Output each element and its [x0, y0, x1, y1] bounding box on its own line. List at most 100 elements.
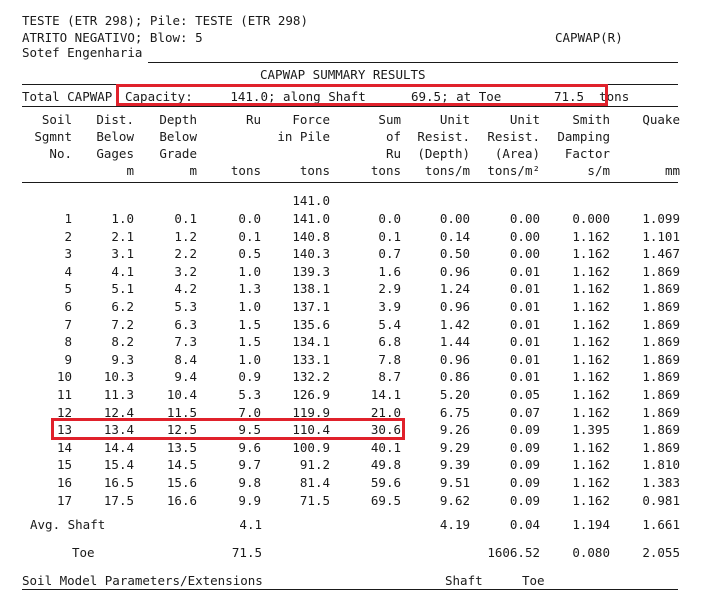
table-cell: 1.44 [439, 334, 470, 349]
column-header-9-line-2: Damping [557, 129, 610, 144]
table-cell: 1.869 [642, 281, 680, 296]
table-cell: 12 [56, 405, 72, 420]
table-cell: 1.162 [572, 317, 610, 332]
table-cell: 16.5 [103, 475, 134, 490]
table-cell: 0.7 [378, 246, 401, 261]
table-cell: 5.3 [238, 387, 261, 402]
table-cell: 1.395 [572, 422, 610, 437]
avg-shaft-unit-area: 0.04 [509, 517, 540, 532]
column-header-5-line-2: in Pile [277, 129, 330, 144]
table-cell: 1.869 [642, 334, 680, 349]
table-cell: 5.3 [174, 299, 197, 314]
table-cell: 14.4 [103, 440, 134, 455]
table-cell: 8.4 [174, 352, 197, 367]
table-cell: 30.6 [370, 422, 401, 437]
toe-damping: 0.080 [572, 545, 610, 560]
table-cell: 6 [64, 299, 72, 314]
table-cell: 7.0 [238, 405, 261, 420]
table-cell: 8.7 [378, 369, 401, 384]
table-cell: 81.4 [299, 475, 330, 490]
table-cell: 14 [56, 440, 72, 455]
table-cell: 135.6 [292, 317, 330, 332]
table-cell: 1 [64, 211, 72, 226]
table-cell: 1.869 [642, 422, 680, 437]
table-cell: 12.4 [103, 405, 134, 420]
column-header-1-line-2: Sgmnt [34, 129, 72, 144]
table-cell: 0.05 [509, 387, 540, 402]
table-cell: 6.8 [378, 334, 401, 349]
table-cell: 15.6 [166, 475, 197, 490]
table-cell: 9 [64, 352, 72, 367]
table-cell: 0.09 [509, 440, 540, 455]
column-header-8-line-1: Unit [509, 112, 540, 127]
table-cell: 1.162 [572, 299, 610, 314]
table-cell: 5.4 [378, 317, 401, 332]
table-cell: 1.869 [642, 352, 680, 367]
table-cell: 0.07 [509, 405, 540, 420]
column-header-7-line-4: tons/m [424, 163, 470, 178]
column-header-10-line-4: mm [664, 163, 680, 178]
table-cell: 0.09 [509, 493, 540, 508]
table-cell: 1.5 [238, 317, 261, 332]
table-cell: 0.01 [509, 281, 540, 296]
table-cell: 5.1 [111, 281, 134, 296]
capacity-rule [22, 106, 678, 107]
table-cell: 9.4 [174, 369, 197, 384]
footer-toe: Toe [522, 573, 545, 588]
table-cell: 14.1 [370, 387, 401, 402]
table-cell: 139.3 [292, 264, 330, 279]
footer-rule [22, 589, 678, 590]
table-cell: 0.0 [378, 211, 401, 226]
table-cell: 71.5 [299, 493, 330, 508]
capacity-line: Capacity: 141.0; along Shaft 69.5; at To… [125, 89, 630, 104]
table-cell: 126.9 [292, 387, 330, 402]
table-cell: 49.8 [370, 457, 401, 472]
table-cell: 138.1 [292, 281, 330, 296]
footer-shaft: Shaft [445, 573, 483, 588]
column-header-2-line-1: Dist. [96, 112, 134, 127]
column-header-4-line-1: Ru [245, 112, 261, 127]
column-header-2-line-4: m [126, 163, 134, 178]
table-cell: 12.5 [166, 422, 197, 437]
avg-shaft-damping: 1.194 [572, 517, 610, 532]
table-cell: 1.5 [238, 334, 261, 349]
table-cell: 1.467 [642, 246, 680, 261]
table-cell: 0.14 [439, 229, 470, 244]
table-cell: 6.2 [111, 299, 134, 314]
table-cell: 5 [64, 281, 72, 296]
table-cell: 9.51 [439, 475, 470, 490]
column-header-10-line-1: Quake [642, 112, 680, 127]
table-cell: 15.4 [103, 457, 134, 472]
column-header-3-line-1: Depth [159, 112, 197, 127]
table-cell: 1.162 [572, 457, 610, 472]
column-header-6-line-4: tons [370, 163, 401, 178]
table-cell: 1.0 [238, 264, 261, 279]
total-capwap-label: Total CAPWAP [22, 89, 113, 104]
table-cell: 17.5 [103, 493, 134, 508]
column-header-2-line-2: Below [96, 129, 134, 144]
table-cell: 0.96 [439, 299, 470, 314]
table-cell: 3.9 [378, 299, 401, 314]
table-cell: 9.26 [439, 422, 470, 437]
table-cell: 119.9 [292, 405, 330, 420]
table-cell: 1.162 [572, 246, 610, 261]
table-cell: 0.981 [642, 493, 680, 508]
table-cell: 1.101 [642, 229, 680, 244]
table-cell: 1.162 [572, 352, 610, 367]
header-rule [148, 62, 678, 63]
table-cell: 2.1 [111, 229, 134, 244]
column-header-8-line-4: tons/m² [487, 163, 540, 178]
column-header-9-line-1: Smith [572, 112, 610, 127]
column-header-7-line-3: (Depth) [417, 146, 470, 161]
table-cell: 4.2 [174, 281, 197, 296]
table-cell: 0.000 [572, 211, 610, 226]
table-cell: 5.20 [439, 387, 470, 402]
avg-shaft-label: Avg. Shaft [30, 517, 106, 532]
table-cell: 7.2 [111, 317, 134, 332]
table-cell: 14.5 [166, 457, 197, 472]
table-cell: 1.162 [572, 264, 610, 279]
table-cell: 1.0 [238, 352, 261, 367]
table-cell: 1.162 [572, 229, 610, 244]
column-header-6-line-3: Ru [385, 146, 401, 161]
table-cell: 1.162 [572, 475, 610, 490]
